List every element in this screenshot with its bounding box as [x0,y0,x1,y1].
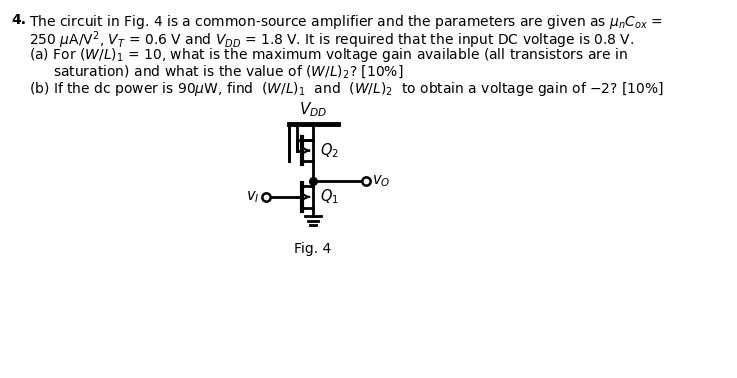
Text: The circuit in Fig. 4 is a common-source amplifier and the parameters are given : The circuit in Fig. 4 is a common-source… [29,12,663,31]
Text: $v_O$: $v_O$ [371,173,390,189]
Text: $V_{DD}$: $V_{DD}$ [299,100,327,119]
Text: 250 $\mu$A/V$^2$, $V_T$ = 0.6 V and $V_{DD}$ = 1.8 V. It is required that the in: 250 $\mu$A/V$^2$, $V_T$ = 0.6 V and $V_{… [29,29,635,51]
Text: $v_I$: $v_I$ [246,189,259,205]
Text: (a) For $(W/L)_1$ = 10, what is the maximum voltage gain available (all transist: (a) For $(W/L)_1$ = 10, what is the maxi… [29,46,628,64]
Text: saturation) and what is the value of $(W/L)_2$? [10%]: saturation) and what is the value of $(W… [54,63,404,80]
Text: (b) If the dc power is 90$\mu$W, find  $(W/L)_1$  and  $(W/L)_2$  to obtain a vo: (b) If the dc power is 90$\mu$W, find $(… [29,80,664,98]
Text: $Q_2$: $Q_2$ [320,141,339,160]
Text: 4.: 4. [12,12,27,26]
Text: $Q_1$: $Q_1$ [320,187,339,206]
Text: Fig. 4: Fig. 4 [295,242,332,256]
